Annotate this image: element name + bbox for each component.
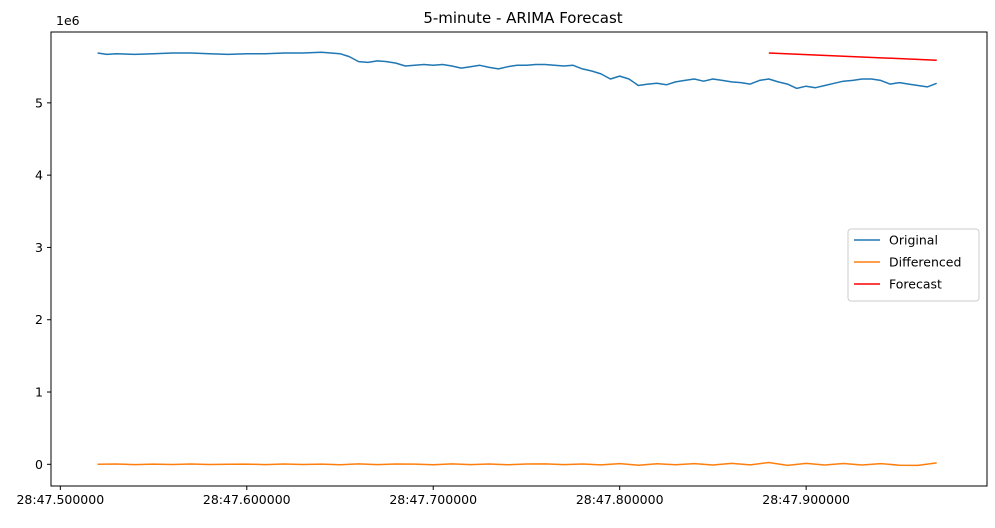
legend: Original Differenced Forecast [847,228,980,302]
legend-label-original: Original [889,233,938,248]
y-tick-label: 3 [35,240,43,255]
y-tick-label: 5 [35,95,43,110]
x-tick-label: 28:47.600000 [203,492,291,507]
legend-label-differenced: Differenced [889,255,961,270]
series-line-original [97,51,937,90]
chart-title: 5-minute - ARIMA Forecast [423,9,622,27]
series-layer [97,51,937,467]
axes-layer: 28:47.500000 28:47.600000 28:47.700000 28:4… [16,95,850,507]
x-tick-label: 28:47.900000 [762,492,850,507]
y-tick-label: 0 [35,457,43,472]
x-tick-label: 28:47.500000 [16,492,104,507]
legend-label-forecast: Forecast [889,277,942,292]
x-tick-label: 28:47.700000 [389,492,477,507]
y-tick-label: 1 [35,385,43,400]
series-line-forecast [768,52,937,61]
x-tick-label: 28:47.800000 [576,492,664,507]
plot-area-frame [50,31,988,487]
y-tick-label: 4 [35,168,43,183]
y-tick-label: 2 [35,312,43,327]
series-line-differenced [97,461,937,467]
y-offset-label: 1e6 [56,13,80,28]
legend-box [847,228,980,302]
